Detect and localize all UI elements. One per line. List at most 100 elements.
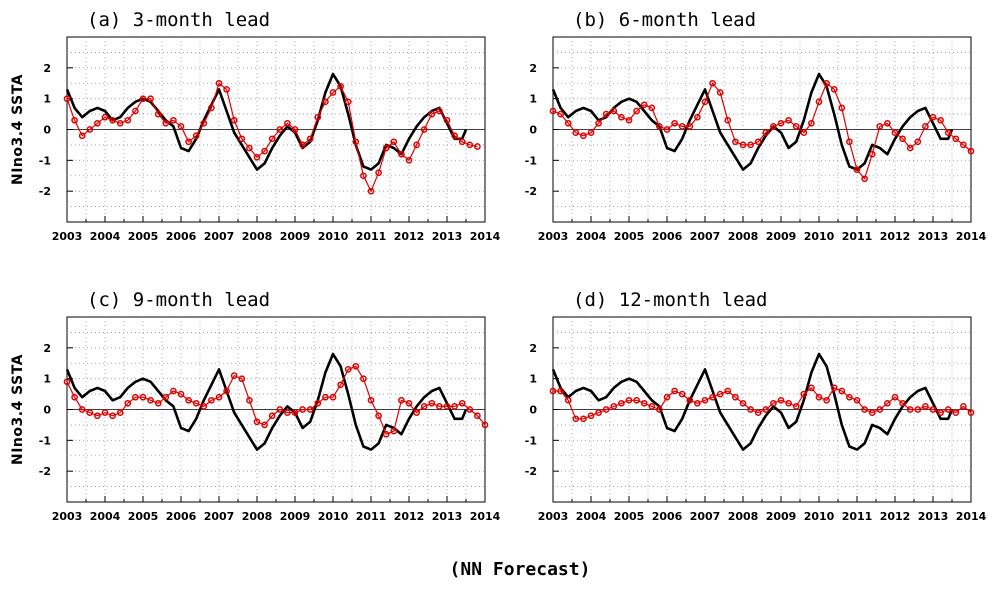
forecast-point — [124, 116, 132, 124]
panel-title: (d) 12-month lead — [573, 289, 767, 311]
forecast-point — [352, 138, 360, 146]
forecast-point — [177, 123, 185, 130]
forecast-point — [906, 144, 914, 152]
forecast-point — [451, 403, 458, 410]
forecast-point — [876, 406, 884, 413]
x-tick-label: 2011 — [842, 230, 873, 243]
panel-title: (a) 3-month lead — [87, 9, 270, 31]
x-tick-label: 2008 — [728, 510, 759, 523]
forecast-point — [618, 113, 625, 121]
forecast-point — [610, 403, 618, 410]
forecast-point — [709, 393, 716, 401]
y-tick-label: 0 — [43, 124, 51, 137]
y-tick-label: 1 — [43, 93, 51, 106]
forecast-point — [777, 396, 785, 404]
forecast-point — [846, 393, 853, 401]
y-tick-label: -1 — [525, 434, 537, 447]
forecast-point — [291, 126, 299, 133]
x-tick-label: 2009 — [766, 510, 797, 523]
forecast-point — [671, 119, 678, 127]
figure-caption: (NN Forecast) — [450, 559, 591, 580]
forecast-point — [261, 421, 268, 429]
forecast-point — [109, 412, 116, 420]
forecast-point — [770, 123, 777, 130]
forecast-point — [762, 129, 770, 136]
forecast-point — [944, 406, 952, 413]
forecast-point — [868, 409, 876, 416]
forecast-point — [868, 150, 876, 158]
forecast-point — [390, 138, 398, 146]
forecast-point — [390, 427, 398, 435]
forecast-point — [428, 399, 436, 407]
forecast-point — [884, 119, 891, 127]
forecast-point — [663, 126, 671, 133]
forecast-point — [792, 403, 800, 410]
y-tick-label: 2 — [43, 342, 51, 355]
forecast-point — [899, 399, 906, 407]
forecast-point — [223, 86, 230, 93]
x-tick-label: 2008 — [242, 510, 273, 523]
forecast-point — [413, 141, 420, 149]
forecast-point — [322, 393, 329, 401]
forecast-point — [823, 79, 830, 87]
forecast-point — [466, 406, 474, 413]
panel-title: (c) 9-month lead — [87, 289, 270, 311]
x-tick-label: 2010 — [804, 230, 835, 243]
forecast-point — [94, 119, 101, 127]
forecast-point — [253, 153, 261, 161]
forecast-point — [63, 378, 71, 386]
x-tick-label: 2010 — [318, 510, 349, 523]
forecast-point — [147, 396, 154, 404]
forecast-point — [549, 107, 557, 115]
y-tick-label: -1 — [39, 154, 51, 167]
x-tick-label: 2006 — [652, 510, 683, 523]
forecast-point — [724, 116, 732, 124]
forecast-point — [162, 393, 170, 401]
x-tick-label: 2009 — [280, 510, 311, 523]
forecast-point — [944, 129, 952, 136]
forecast-point — [739, 399, 747, 407]
forecast-point — [78, 406, 86, 413]
x-tick-label: 2007 — [204, 230, 235, 243]
forecast-point — [466, 141, 474, 149]
forecast-point — [960, 403, 967, 410]
x-tick-label: 2010 — [804, 510, 835, 523]
forecast-point — [481, 421, 489, 429]
forecast-point — [853, 166, 861, 173]
forecast-point — [640, 101, 648, 109]
forecast-point — [276, 126, 284, 133]
forecast-point — [208, 104, 215, 112]
forecast-point — [853, 396, 861, 404]
x-tick-label: 2009 — [766, 230, 797, 243]
forecast-point — [846, 138, 853, 146]
forecast-point — [246, 396, 253, 404]
forecast-point — [899, 135, 906, 143]
forecast-point — [329, 89, 337, 96]
forecast-point — [967, 409, 975, 416]
forecast-point — [785, 399, 792, 407]
forecast-point — [580, 132, 587, 140]
forecast-point — [139, 95, 147, 103]
x-tick-label: 2013 — [918, 230, 949, 243]
forecast-point — [238, 135, 246, 143]
forecast-point — [177, 390, 185, 398]
forecast-point — [800, 129, 808, 136]
x-tick-label: 2003 — [52, 510, 83, 523]
forecast-point — [299, 141, 306, 149]
forecast-point — [71, 116, 78, 124]
forecast-point — [170, 387, 177, 395]
forecast-point — [724, 387, 732, 395]
forecast-point — [549, 387, 557, 395]
y-tick-label: -2 — [525, 465, 537, 478]
forecast-point — [732, 393, 739, 401]
forecast-point — [770, 399, 777, 407]
forecast-point — [716, 390, 724, 398]
forecast-point — [451, 132, 458, 140]
forecast-point — [739, 141, 747, 149]
forecast-point — [762, 406, 770, 413]
forecast-point — [238, 375, 246, 383]
x-tick-label: 2007 — [204, 510, 235, 523]
forecast-point — [952, 409, 960, 416]
forecast-point — [382, 144, 390, 152]
forecast-point — [458, 138, 466, 146]
